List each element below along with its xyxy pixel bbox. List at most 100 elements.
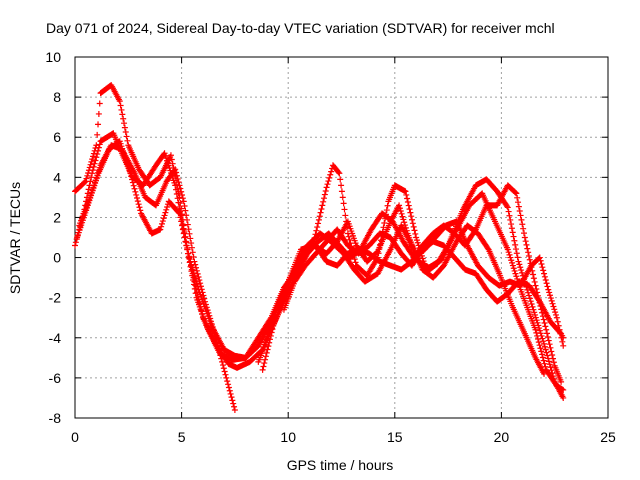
data-point xyxy=(202,301,209,308)
data-point xyxy=(409,216,416,223)
data-point xyxy=(177,214,184,221)
data-point xyxy=(340,200,347,207)
data-point xyxy=(532,311,539,318)
data-point xyxy=(410,223,417,230)
data-point xyxy=(164,204,171,211)
data-point xyxy=(341,206,348,213)
data-point xyxy=(163,206,170,213)
data-point xyxy=(87,178,94,185)
data-point xyxy=(545,337,552,344)
data-point xyxy=(175,209,182,216)
data-point xyxy=(95,121,102,128)
data-point xyxy=(519,221,526,228)
data-point xyxy=(120,115,127,122)
data-point xyxy=(260,363,267,370)
data-point xyxy=(321,191,328,198)
data-point xyxy=(89,156,96,163)
data-point xyxy=(212,333,219,340)
data-point xyxy=(536,327,543,334)
data-point xyxy=(96,100,103,107)
data-point xyxy=(328,168,335,175)
data-point xyxy=(536,254,543,261)
y-tick-label: 2 xyxy=(53,209,61,225)
data-point xyxy=(321,195,328,202)
data-point xyxy=(221,368,228,375)
data-point xyxy=(506,212,513,219)
data-point xyxy=(203,304,210,311)
data-point xyxy=(517,264,524,271)
data-point xyxy=(193,264,200,271)
x-tick-label: 15 xyxy=(387,429,403,445)
data-point xyxy=(510,233,517,240)
data-points xyxy=(72,82,567,413)
data-point xyxy=(504,204,511,211)
data-point xyxy=(261,360,268,367)
data-point xyxy=(128,173,135,180)
data-point xyxy=(85,186,92,193)
data-point xyxy=(224,378,231,385)
data-point xyxy=(230,400,237,407)
data-point xyxy=(508,225,515,232)
data-point xyxy=(397,208,404,215)
data-point xyxy=(205,309,212,316)
data-point xyxy=(95,147,102,154)
data-point xyxy=(322,187,329,194)
data-point xyxy=(342,212,349,219)
data-point xyxy=(231,403,238,410)
data-point xyxy=(318,206,325,213)
data-point xyxy=(532,314,539,321)
data-point xyxy=(178,218,185,225)
data-point xyxy=(540,357,547,364)
data-point xyxy=(213,339,220,346)
data-point xyxy=(513,273,520,280)
data-point xyxy=(197,283,204,290)
data-point xyxy=(228,394,235,401)
data-point xyxy=(411,227,418,234)
data-point xyxy=(512,246,519,253)
data-point xyxy=(559,338,566,345)
data-point xyxy=(526,295,533,302)
data-point xyxy=(534,289,541,296)
data-point xyxy=(406,206,413,213)
data-point xyxy=(396,205,403,212)
data-point xyxy=(508,221,515,228)
data-point xyxy=(267,332,274,339)
data-point xyxy=(83,175,90,182)
data-point xyxy=(506,251,513,258)
data-point xyxy=(93,154,100,161)
data-point xyxy=(536,299,543,306)
data-point xyxy=(192,275,199,282)
data-point xyxy=(531,278,538,285)
data-point xyxy=(181,203,188,210)
data-point xyxy=(179,191,186,198)
data-point xyxy=(185,253,192,260)
data-point xyxy=(188,240,195,247)
data-point xyxy=(173,169,180,176)
data-point xyxy=(231,406,238,413)
data-point xyxy=(403,191,410,198)
data-point xyxy=(218,355,225,362)
data-point xyxy=(208,321,215,328)
data-point xyxy=(129,179,136,186)
data-point xyxy=(404,195,411,202)
data-point xyxy=(158,223,165,230)
data-point xyxy=(525,253,532,260)
data-point xyxy=(544,330,551,337)
data-point xyxy=(535,339,542,346)
data-point xyxy=(558,378,565,385)
data-point xyxy=(173,190,180,197)
data-point xyxy=(381,219,388,226)
data-point xyxy=(409,220,416,227)
data-point xyxy=(507,216,514,223)
data-point xyxy=(522,238,529,245)
data-point xyxy=(208,318,215,325)
data-point xyxy=(523,241,530,248)
data-point xyxy=(520,225,527,232)
data-point xyxy=(95,144,102,151)
data-point xyxy=(338,182,345,189)
data-point xyxy=(548,348,555,355)
chart-title: Day 071 of 2024, Sidereal Day-to-day VTE… xyxy=(46,20,555,36)
data-point xyxy=(129,176,136,183)
data-point xyxy=(419,255,426,262)
data-point xyxy=(518,269,525,276)
